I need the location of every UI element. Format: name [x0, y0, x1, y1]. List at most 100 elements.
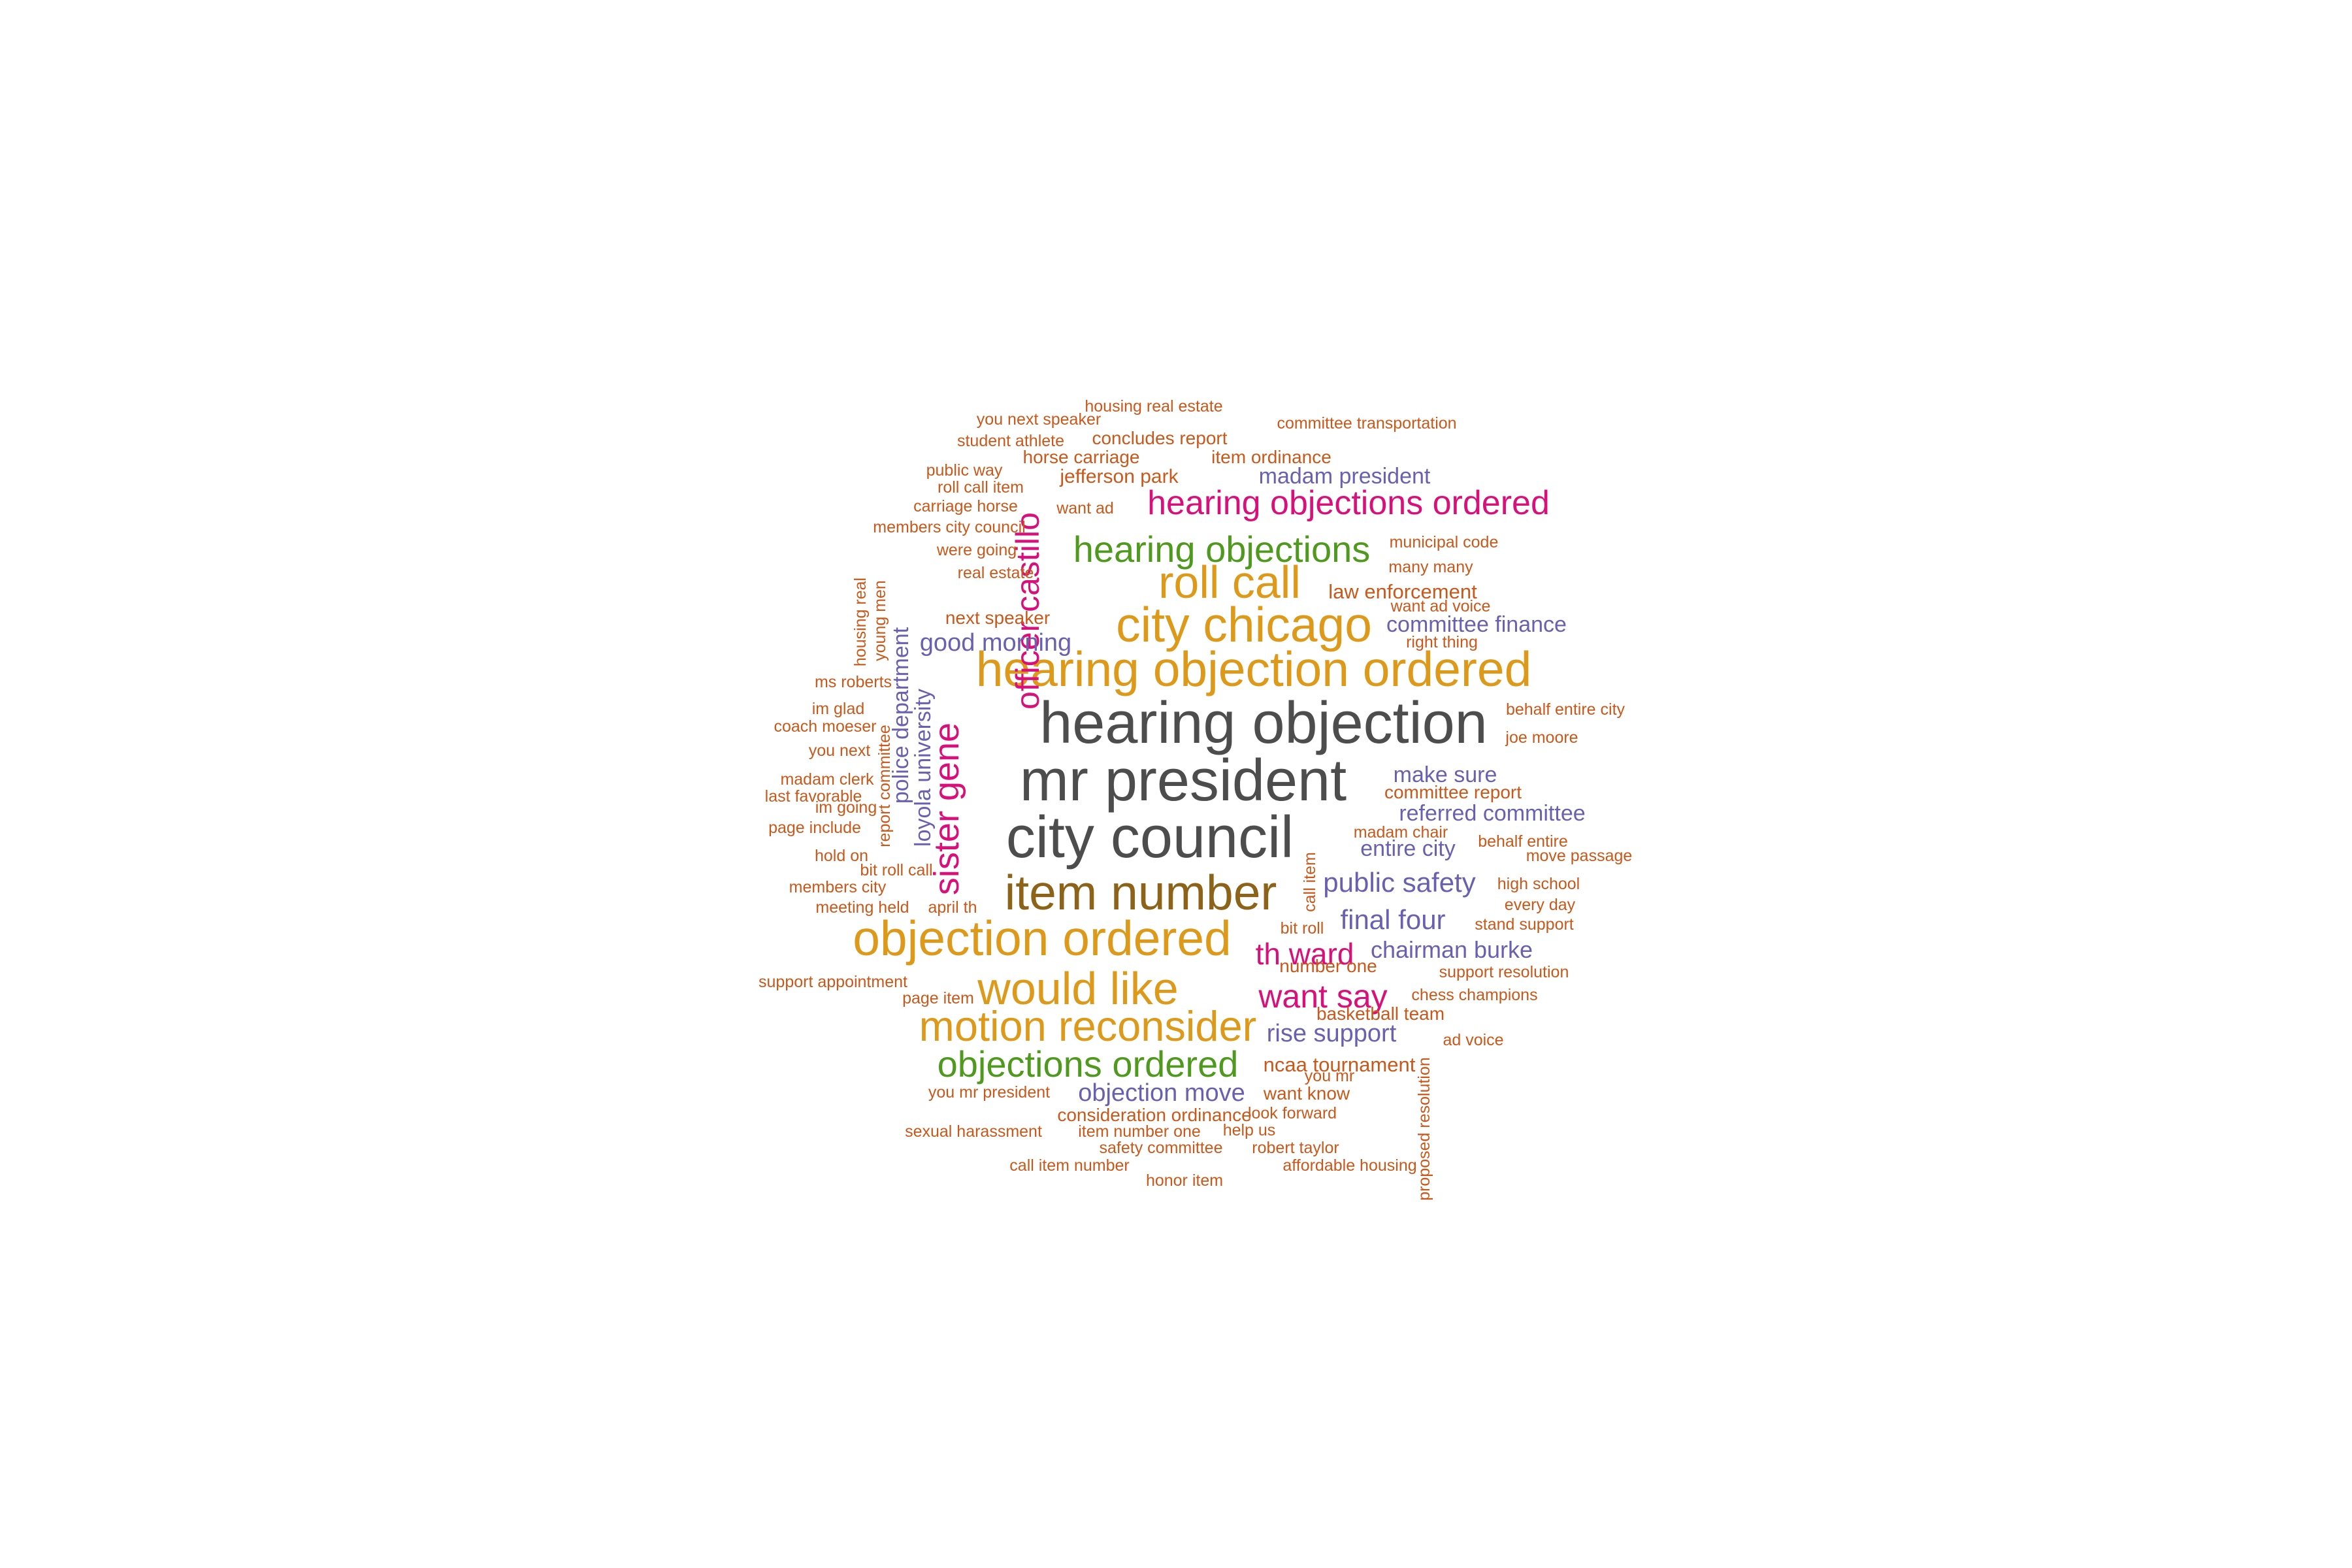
word-rise-support: rise support — [1267, 1020, 1397, 1047]
word-madam-clerk: madam clerk — [780, 770, 874, 789]
word-city-council: city council — [1006, 805, 1294, 870]
word-housing-real: housing real — [851, 578, 870, 666]
word-call-item-number: call item number — [1009, 1156, 1129, 1175]
word-number-one: number one — [1279, 956, 1377, 976]
word-city-chicago: city chicago — [1116, 597, 1372, 652]
word-behalf-entire: behalf entire — [1478, 832, 1568, 851]
word-chairman-burke: chairman burke — [1371, 936, 1533, 963]
word-make-sure: make sure — [1394, 762, 1497, 787]
word-sister-gene: sister gene — [927, 723, 966, 895]
word-mr-president: mr president — [1020, 748, 1347, 813]
word-chess-champions: chess champions — [1411, 986, 1537, 1004]
word-last-favorable: last favorable — [765, 787, 862, 806]
word-hearing-objection: hearing objection — [1039, 691, 1488, 756]
word-madam-chair: madam chair — [1354, 823, 1448, 841]
word-objections-ordered: objections ordered — [938, 1043, 1239, 1085]
word-madam-president: madam president — [1259, 464, 1431, 489]
word-page-include: page include — [768, 819, 861, 837]
word-roll-call: roll call — [1158, 557, 1301, 608]
word-item-ordinance: item ordinance — [1211, 447, 1331, 467]
word-carriage-horse: carriage horse — [913, 497, 1018, 515]
word-housing-real-estate: housing real estate — [1085, 397, 1222, 416]
word-help-us: help us — [1223, 1121, 1276, 1139]
word-hold-on: hold on — [815, 847, 868, 865]
word-want-know: want know — [1263, 1083, 1350, 1103]
word-entire-city: entire city — [1360, 836, 1456, 861]
word-safety-committee: safety committee — [1100, 1139, 1223, 1157]
word-item-number: item number — [1005, 865, 1277, 920]
word-im-glad: im glad — [812, 700, 865, 718]
word-good-morning: good morning — [920, 629, 1071, 657]
word-sexual-harassment: sexual harassment — [905, 1122, 1042, 1141]
word-motion-reconsider: motion reconsider — [919, 1002, 1257, 1050]
word-were-going: were going — [936, 541, 1017, 559]
word-basketball-team: basketball team — [1316, 1004, 1445, 1024]
word-bit-roll: bit roll — [1281, 919, 1324, 938]
word-move-passage: move passage — [1526, 847, 1633, 865]
word-many-many: many many — [1388, 558, 1473, 576]
word-you-next: you next — [809, 742, 871, 760]
word-police-department: police department — [889, 627, 913, 804]
word-robert-taylor: robert taylor — [1252, 1139, 1339, 1157]
word-support-appointment: support appointment — [759, 973, 907, 991]
word-high-school: high school — [1497, 875, 1580, 893]
word-committee-transportation: committee transportation — [1277, 414, 1456, 433]
word-public-safety: public safety — [1323, 867, 1475, 898]
word-committee-report: committee report — [1384, 782, 1522, 802]
word-hearing-objection-ordered: hearing objection ordered — [976, 642, 1532, 696]
word-municipal-code: municipal code — [1390, 533, 1499, 551]
word-right-thing: right thing — [1406, 633, 1478, 651]
word-meeting-held: meeting held — [815, 898, 909, 917]
word-concludes-report: concludes report — [1092, 428, 1227, 448]
word-horse-carriage: horse carriage — [1023, 447, 1140, 467]
word-bit-roll-call: bit roll call — [860, 861, 932, 879]
word-ad-voice: ad voice — [1443, 1031, 1503, 1049]
word-jefferson-park: jefferson park — [1059, 466, 1179, 487]
word-support-resolution: support resolution — [1439, 963, 1569, 981]
word-april-th: april th — [928, 898, 977, 917]
word-you-mr-president: you mr president — [928, 1083, 1050, 1102]
word-coach-moeser: coach moeser — [774, 717, 876, 736]
word-affordable-housing: affordable housing — [1282, 1156, 1416, 1175]
word-roll-call-item: roll call item — [938, 478, 1024, 497]
word-page-item: page item — [902, 989, 974, 1007]
word-th-ward: th ward — [1256, 937, 1354, 971]
word-hearing-objections: hearing objections — [1073, 529, 1371, 570]
word-real-estate: real estate — [958, 564, 1034, 582]
word-loyola-university: loyola university — [911, 689, 936, 847]
word-behalf-entire-city: behalf entire city — [1506, 700, 1625, 719]
word-hearing-objections-ordered: hearing objections ordered — [1147, 484, 1550, 522]
word-committee-finance: committee finance — [1386, 612, 1567, 637]
word-you-next-speaker: you next speaker — [977, 410, 1101, 429]
word-want-ad-voice: want ad voice — [1390, 597, 1491, 615]
word-look-forward: look forward — [1248, 1104, 1337, 1122]
word-joe-moore: joe moore — [1505, 728, 1578, 747]
word-public-way: public way — [926, 461, 1003, 480]
word-would-like: would like — [977, 963, 1178, 1014]
word-law-enforcement: law enforcement — [1328, 580, 1477, 603]
word-student-athlete: student athlete — [957, 432, 1064, 450]
word-objection-ordered: objection ordered — [853, 911, 1232, 966]
word-members-city: members city — [789, 878, 887, 896]
word-call-item: call item — [1301, 852, 1319, 912]
word-stand-support: stand support — [1475, 915, 1574, 934]
word-referred-committee: referred committee — [1399, 801, 1585, 826]
word-consideration-ordinance: consideration ordinance — [1057, 1105, 1251, 1125]
word-young-men: young men — [871, 580, 889, 661]
word-next-speaker: next speaker — [945, 608, 1050, 628]
word-im-going: im going — [815, 798, 877, 817]
word-want-ad: want ad — [1056, 499, 1114, 517]
word-want-say: want say — [1258, 978, 1387, 1015]
word-officer-castillo: officer castillo — [1009, 512, 1046, 710]
word-ms-roberts: ms roberts — [815, 673, 892, 691]
word-objection-move: objection move — [1078, 1079, 1245, 1107]
word-members-city-council: members city council — [873, 518, 1025, 536]
word-honor-item: honor item — [1146, 1171, 1223, 1190]
word-item-number-one: item number one — [1078, 1122, 1201, 1141]
word-proposed-resolution: proposed resolution — [1415, 1057, 1433, 1201]
word-every-day: every day — [1505, 896, 1576, 914]
word-ncaa-tournament: ncaa tournament — [1264, 1053, 1416, 1076]
word-report-committee: report committee — [875, 725, 894, 847]
word-you-mr: you mr — [1305, 1067, 1354, 1085]
